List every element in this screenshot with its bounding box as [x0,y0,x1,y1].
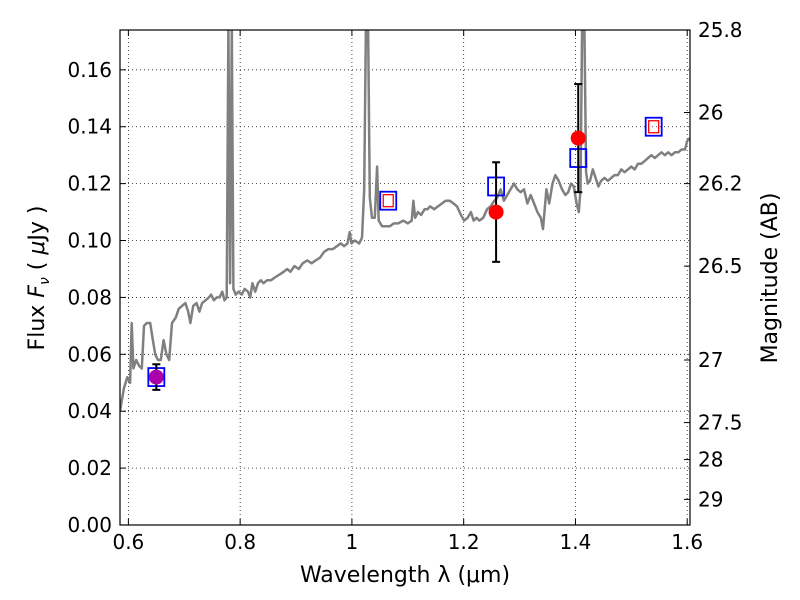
y-tick-label: 0.02 [67,456,112,480]
y2-tick-label: 26.5 [698,254,743,278]
y-tick-label: 0.00 [67,513,112,537]
x-tick-label: 1.4 [560,530,592,554]
x-tick-label: 1.2 [448,530,480,554]
model-photometry-square [379,190,398,211]
y-axis-title: Flux Fν ( μJy ) [25,206,53,351]
y2-tick-label: 26 [698,101,723,125]
y-tick-label: 0.10 [67,229,112,253]
plot-area [120,30,690,412]
y2-axis-title: Magnitude (AB) [758,193,783,364]
x-axis-title: Wavelength λ (μm) [300,563,510,588]
y-tick-label: 0.16 [67,58,112,82]
x-tick-label: 1 [346,530,359,554]
upper-limit-square [648,120,660,134]
x-tick-label: 1.6 [671,530,703,554]
y-tick-label: 0.08 [67,285,112,309]
y2-tick-label: 27 [698,348,723,372]
y-tick-label: 0.04 [67,399,112,423]
observed-flux-point [148,369,164,385]
axis-ticks: 0.6 0.8 1 1.2 1.4 1.6 0.00 0.02 0.04 0.06 0.08 0.10… [67,18,742,554]
x-tick-label: 0.6 [112,530,144,554]
y2-tick-label: 29 [698,487,723,511]
y-tick-label: 0.14 [67,115,112,139]
y2-tick-label: 27.5 [698,411,743,435]
y-tick-label: 0.12 [67,172,112,196]
observed-flux-point [570,130,586,146]
observed-flux-point [488,204,504,220]
plot-frame [119,29,691,526]
y-tick-label: 0.06 [67,342,112,366]
grid-lines [120,30,690,526]
x-tick-label: 0.8 [224,530,256,554]
spectrum-line [120,30,690,412]
upper-limit-square [382,194,394,208]
y2-tick-label: 25.8 [698,18,743,42]
y2-tick-label: 28 [698,448,723,472]
model-photometry-square [644,116,663,137]
y2-tick-label: 26.2 [698,172,743,196]
